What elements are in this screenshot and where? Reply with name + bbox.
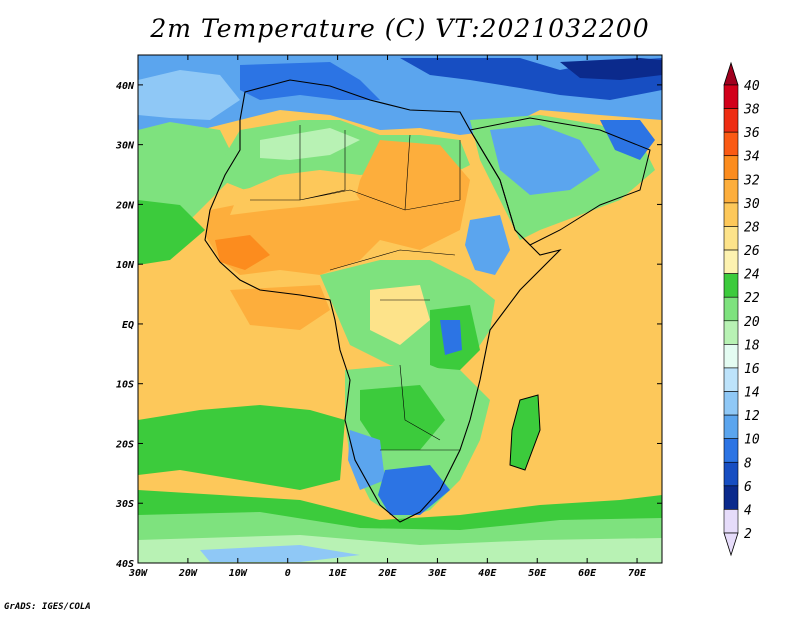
colorbar-label: 38 <box>743 103 760 118</box>
colorbar-segment <box>723 84 739 109</box>
lat-tick-label: 30N <box>115 141 135 152</box>
colorbar-label: 30 <box>743 197 760 212</box>
lat-tick-label: 20S <box>115 439 134 450</box>
colorbar-segment <box>723 391 739 416</box>
lon-tick-label: 30W <box>128 568 148 579</box>
colorbar-label: 18 <box>744 338 760 353</box>
colorbar-label: 16 <box>744 362 760 377</box>
colorbar-under-triangle <box>723 532 739 557</box>
lon-tick-label: 10W <box>229 568 248 579</box>
colorbar-label: 26 <box>744 244 760 259</box>
colorbar-segment <box>723 367 739 392</box>
lat-tick-label: EQ <box>122 320 134 331</box>
colorbar-label: 20 <box>744 315 760 330</box>
colorbar-label: 14 <box>744 386 760 401</box>
lon-tick-label: 50E <box>528 568 547 579</box>
colorbar-segment <box>723 155 739 180</box>
colorbar-segment <box>723 344 739 369</box>
colorbar-segment <box>723 273 739 298</box>
lat-tick-label: 40S <box>116 559 134 570</box>
colorbar-segment <box>723 179 739 204</box>
lat-tick-label: 10S <box>116 380 134 391</box>
lat-tick-label: 30S <box>115 499 134 510</box>
colorbar-label: 22 <box>744 291 760 306</box>
map-title: 2m Temperature (C) VT:2021032200 <box>150 14 650 43</box>
lon-tick-label: 10E <box>329 568 348 579</box>
lon-tick-label: 20W <box>178 568 198 579</box>
colorbar-label: 24 <box>744 268 760 283</box>
colorbar-segment <box>723 414 739 439</box>
colorbar-label: 2 <box>744 527 752 542</box>
colorbar-label: 40 <box>744 79 760 94</box>
colorbar-segment <box>723 320 739 345</box>
colorbar-segment <box>723 296 739 322</box>
colorbar-segment <box>723 509 739 534</box>
colorbar-label: 32 <box>743 173 760 188</box>
colorbar-label: 10 <box>744 433 760 448</box>
colorbar-over-triangle <box>723 61 739 86</box>
lon-tick-label: 0 <box>285 568 291 579</box>
colorbar-label: 36 <box>743 126 760 141</box>
temperature-field <box>138 55 662 563</box>
colorbar-label: 34 <box>743 150 760 165</box>
lon-tick-label: 60E <box>578 568 597 579</box>
lon-tick-label: 30E <box>427 568 447 579</box>
lon-tick-label: 70E <box>628 568 647 579</box>
lat-tick-label: 20N <box>115 200 135 211</box>
colorbar-segment <box>723 438 739 463</box>
lat-tick-label: 40N <box>116 81 135 92</box>
colorbar-segment <box>723 131 739 157</box>
colorbar-label: 28 <box>744 220 760 235</box>
colorbar-segment <box>723 108 739 133</box>
colorbar-segment <box>723 485 739 510</box>
colorbar-segment <box>723 461 739 487</box>
lon-tick-label: 40E <box>478 568 497 579</box>
colorbar-label: 6 <box>744 480 752 495</box>
colorbar-segment <box>723 226 739 251</box>
plot-frame <box>137 54 663 564</box>
lat-tick-label: 10N <box>116 260 135 271</box>
colorbar: 40 38 36 34 32 30 28 26 24 22 20 18 16 14 12 10 8 6 4 2 <box>723 61 760 557</box>
lon-tick-label: 20E <box>377 568 397 579</box>
axis-ticks: 30W 20W 10W 0 10E 20E 30E 40E 50E 60E 70E 40N 30N 20N… <box>115 55 662 579</box>
colorbar-segment <box>723 249 739 274</box>
credit-text: GrADS: IGES/COLA <box>4 602 91 612</box>
colorbar-segment <box>723 202 739 227</box>
colorbar-label: 8 <box>744 456 752 471</box>
colorbar-label: 12 <box>744 409 760 424</box>
colorbar-label: 4 <box>744 503 752 518</box>
